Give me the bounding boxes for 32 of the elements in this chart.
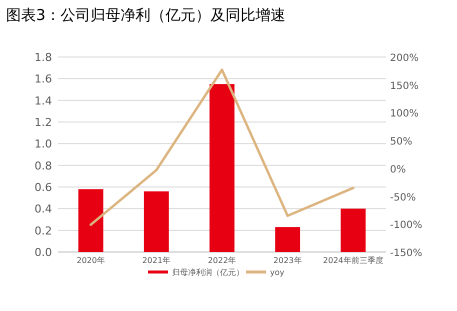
y-tick-label: 0.2 xyxy=(34,224,52,238)
bar xyxy=(144,191,169,252)
y2-tick-label: 50% xyxy=(390,136,412,148)
legend-label: 归母净利润（亿元） xyxy=(172,268,244,277)
x-tick-label: 2020年 xyxy=(76,256,105,265)
y-tick-label: 1.8 xyxy=(34,51,52,64)
x-tick-label: 2023年 xyxy=(273,256,302,265)
line-series xyxy=(90,68,354,226)
x-tick-label: 2022年 xyxy=(208,256,236,265)
y-tick-label: 0.0 xyxy=(34,246,52,259)
y2-tick-label: -100% xyxy=(390,220,422,232)
y2-tick-label: 200% xyxy=(390,53,419,64)
y2-tick-label: 100% xyxy=(390,108,419,120)
bar xyxy=(275,227,300,252)
y-tick-label: 0.6 xyxy=(34,181,52,194)
y2-tick-label: 0% xyxy=(390,164,406,176)
y-tick-label: 0.8 xyxy=(34,159,52,172)
x-tick-label: 2024年前三季度 xyxy=(323,256,384,265)
chart-title: 图表3：公司归母净利（亿元）及同比增速 xyxy=(6,6,286,24)
bar xyxy=(210,84,234,252)
y2-tick-label: 150% xyxy=(390,80,419,92)
x-tick-label: 2021年 xyxy=(142,256,171,265)
y-tick-label: 0.4 xyxy=(34,202,52,216)
y2-tick-label: -150% xyxy=(390,248,422,259)
bar xyxy=(78,189,104,252)
y2-tick-label: -50% xyxy=(390,192,416,204)
legend-label: yoy xyxy=(270,268,285,277)
bar xyxy=(340,208,366,252)
y-tick-label: 1.6 xyxy=(34,72,52,86)
y-tick-label: 1.4 xyxy=(34,94,52,108)
y-tick-label: 1.2 xyxy=(34,116,52,129)
y-tick-label: 1.0 xyxy=(34,138,52,151)
